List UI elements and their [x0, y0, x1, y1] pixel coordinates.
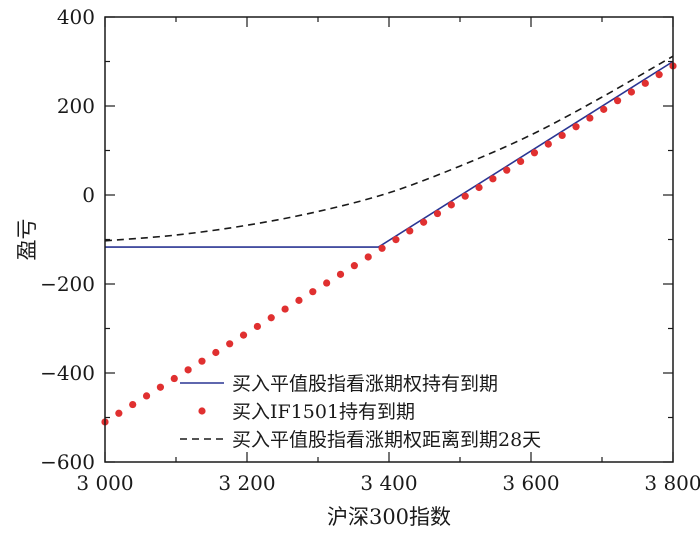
legend-label-1: 买入IF1501持有到期: [232, 401, 415, 423]
series-1-point: [170, 374, 178, 383]
series-1-point: [475, 183, 483, 192]
tick-labels: 3 000 3 200 3 400 3 600 3 800 −600 −400 −200 0 20…: [40, 5, 700, 495]
series-2-line: [104, 55, 674, 242]
y-axis-label: 盈亏: [15, 219, 39, 261]
series-1-point: [253, 322, 261, 331]
legend-label-0: 买入平值股指看涨期权持有到期: [232, 373, 498, 395]
series-1-point: [267, 314, 275, 322]
series-1-point: [295, 296, 303, 304]
series-1-point: [364, 253, 372, 261]
series-1-point: [350, 262, 358, 270]
series-1-point: [572, 123, 580, 131]
y-tick-label: 400: [57, 5, 95, 29]
series-1-point: [447, 201, 455, 209]
x-tick-label: 3 000: [76, 471, 133, 495]
y-tick-label: −200: [40, 272, 95, 296]
series-1-point: [586, 114, 594, 122]
y-tick-label: −400: [40, 361, 95, 385]
x-tick-label: 3 800: [644, 471, 700, 495]
series-1-point: [212, 348, 220, 357]
legend: 买入平值股指看涨期权持有到期买入IF1501持有到期买入平值股指看涨期权距离到期…: [180, 373, 541, 451]
series-1-point: [142, 392, 151, 400]
x-tick-label: 3 200: [218, 471, 275, 495]
series-0-line: [105, 60, 674, 248]
x-tick-label: 3 400: [360, 471, 417, 495]
series-1-point: [336, 270, 345, 278]
series-1-point: [544, 140, 552, 148]
y-tick-label: −600: [40, 450, 95, 474]
series-1-point: [489, 175, 497, 183]
series-1-point: [115, 409, 123, 417]
y-tick-label: 0: [82, 183, 95, 207]
series-1-point: [433, 209, 442, 218]
series-1-point: [129, 400, 137, 409]
series-1-point: [600, 105, 608, 113]
x-tick-label: 3 600: [502, 471, 559, 495]
series-1-point: [420, 218, 428, 226]
series-1-point: [184, 366, 192, 374]
series-1-point: [226, 340, 234, 348]
series-1-point: [655, 71, 663, 79]
series-1-point: [323, 279, 331, 287]
series-1-point: [281, 305, 289, 313]
legend-label-2: 买入平值股指看涨期权距离到期28天: [232, 429, 541, 451]
series-1-point: [613, 97, 622, 105]
series-1-point: [530, 149, 539, 157]
series-1-point: [517, 157, 525, 166]
series-1-point: [627, 88, 636, 96]
series-1-point: [239, 331, 248, 339]
plot-series: [101, 55, 677, 426]
axis-ticks: [104, 16, 674, 463]
series-1-point: [461, 192, 469, 200]
x-axis-label: 沪深300指数: [327, 505, 451, 529]
y-tick-label: 200: [57, 94, 95, 118]
series-1-point: [378, 244, 386, 252]
series-1-point: [558, 131, 566, 140]
series-1-point: [156, 383, 165, 391]
legend-marker-1: [198, 407, 206, 415]
series-1-point: [406, 227, 414, 235]
series-1-point: [641, 79, 649, 87]
series-1-point: [503, 166, 511, 174]
series-1-point: [309, 288, 317, 296]
series-1-point: [392, 236, 400, 244]
series-1-point: [198, 357, 206, 365]
